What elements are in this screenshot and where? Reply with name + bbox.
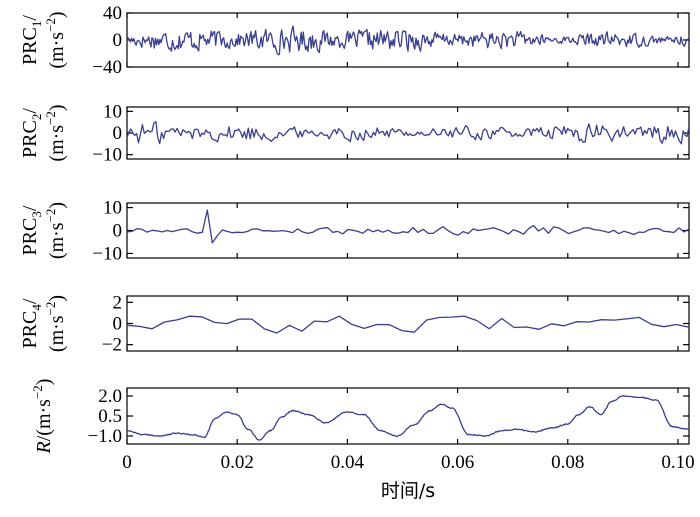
y-tick-label: 0 <box>113 123 123 144</box>
panel-4: 20−2 PRC4/(m·s−2) <box>19 292 690 356</box>
x-tick-label: 0.06 <box>441 452 474 473</box>
x-axis: 0 0.02 0.04 0.06 0.08 0.10 时间/s <box>122 452 694 502</box>
y-axis-label: R/(m·s−2) <box>30 379 55 455</box>
y-tick-label: 10 <box>103 101 122 122</box>
panels: 400−40PRC1/(m·s−2)100−10PRC2/(m·s−2)100−… <box>19 3 690 455</box>
series-line-5 <box>126 394 690 441</box>
panel-frame <box>126 106 690 160</box>
series-line-3 <box>126 209 690 244</box>
y-tick-label: 0 <box>113 221 123 242</box>
y-tick-label: 40 <box>103 3 122 24</box>
y-tick-label: −10 <box>92 145 122 166</box>
x-tick-label: 0.02 <box>221 452 254 473</box>
panel-frame <box>126 387 690 445</box>
y-tick-label: 0 <box>113 314 123 335</box>
y-tick-label: 0.5 <box>98 406 122 427</box>
series-line-4 <box>126 315 690 334</box>
y-tick-label: 2.0 <box>98 386 122 407</box>
y-tick-label: −1.0 <box>88 426 122 447</box>
panel-5: 2.00.5−1.0 R/(m·s−2) <box>30 379 690 455</box>
x-tick-label: 0.10 <box>661 452 694 473</box>
y-tick-label: −40 <box>92 57 122 78</box>
y-tick-label: −10 <box>92 243 122 264</box>
panel-frame <box>126 295 690 352</box>
y-tick-label: 0 <box>113 30 123 51</box>
panel-3: 100−10 PRC3/(m·s−2) <box>19 198 690 264</box>
y-tick-label: 2 <box>113 292 123 313</box>
y-tick-label: 10 <box>103 198 122 219</box>
y-axis-label: PRC1/(m·s−2) <box>19 11 68 68</box>
x-tick-label: 0.08 <box>551 452 584 473</box>
panel-1: 40 0 −40 PRC1/(m·s−2) <box>19 3 690 78</box>
x-axis-label: 时间/s <box>381 480 435 502</box>
panel-2: 100−10 PRC2/(m·s−2) <box>19 101 690 166</box>
x-tick-label: 0.04 <box>331 452 365 473</box>
y-tick-label: −2 <box>102 335 122 356</box>
y-axis-label: PRC2/(m·s−2) <box>19 104 68 161</box>
y-axis-label: PRC3/(m·s−2) <box>19 202 68 259</box>
series-line-2 <box>126 121 690 145</box>
series-line-1 <box>126 25 690 56</box>
x-tick-label: 0 <box>122 452 132 473</box>
y-axis-label: PRC4/(m·s−2) <box>19 295 68 352</box>
panel-frame <box>126 202 690 259</box>
